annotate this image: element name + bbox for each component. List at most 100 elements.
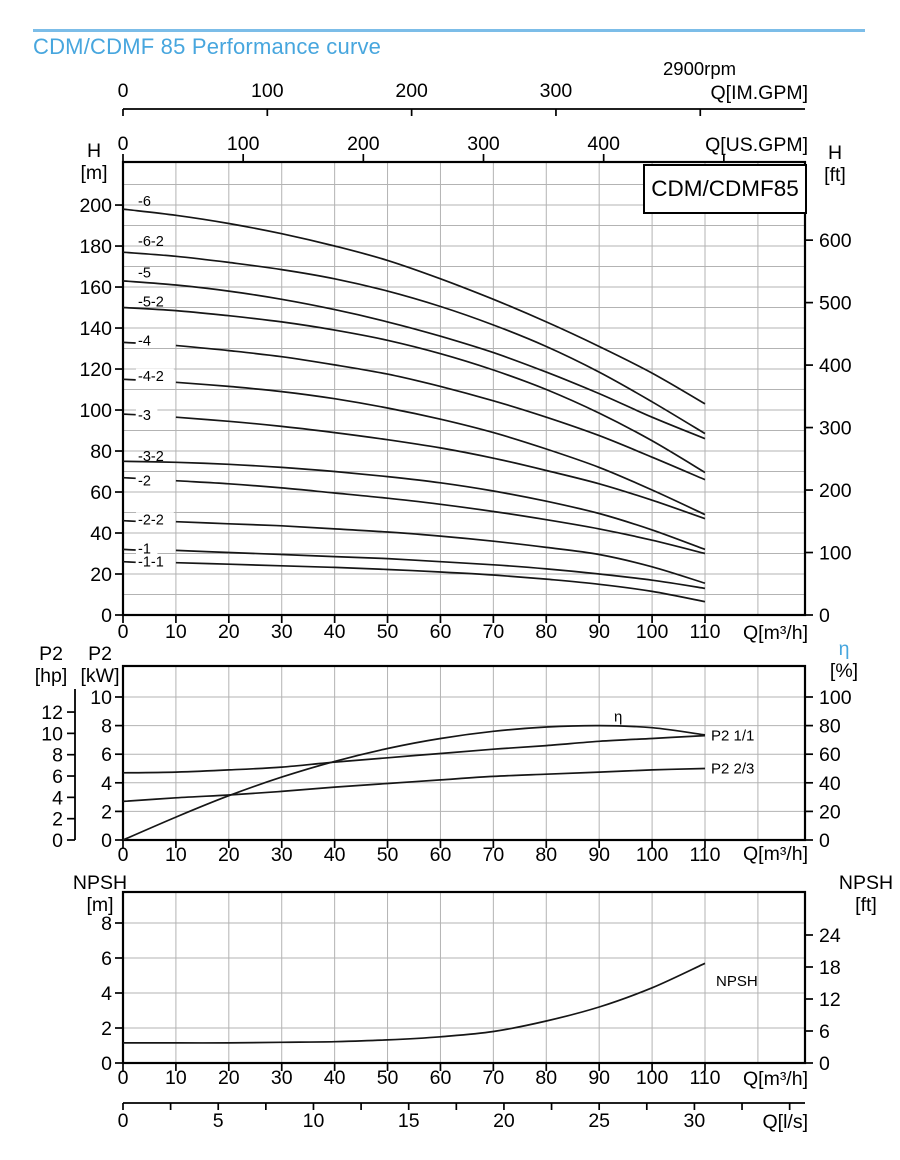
svg-text:200: 200 <box>79 195 112 217</box>
h-right-title: H <box>827 142 843 164</box>
curve-2-2 <box>175 520 706 585</box>
curve-npsh <box>122 962 706 1044</box>
main-flow-axis-caption: Q[m³/h] <box>742 622 808 644</box>
svg-text:60: 60 <box>430 1067 452 1089</box>
svg-text:4: 4 <box>101 983 112 1005</box>
svg-text:20: 20 <box>218 621 240 643</box>
main-chart-frame <box>121 160 807 617</box>
svg-text:200: 200 <box>395 80 428 102</box>
svg-text:5: 5 <box>213 1110 224 1132</box>
svg-text:60: 60 <box>90 482 112 504</box>
svg-text:-2-2: -2-2 <box>138 513 164 529</box>
p2-hp-title: P2 <box>39 643 63 665</box>
svg-text:10: 10 <box>165 844 187 866</box>
us-gpm-axis: 0 100 200 300 400 <box>118 133 725 162</box>
svg-text:-1: -1 <box>138 541 151 557</box>
svg-text:2: 2 <box>101 801 112 823</box>
curve-4 <box>175 344 706 481</box>
svg-text:20: 20 <box>218 1067 240 1089</box>
svg-text:100: 100 <box>636 844 669 866</box>
svg-text:100: 100 <box>636 621 669 643</box>
svg-text:12: 12 <box>819 989 841 1011</box>
curve-5 <box>122 280 706 440</box>
page-title: CDM/CDMF 85 Performance curve <box>33 34 382 59</box>
eta-title: η <box>838 638 850 660</box>
svg-text:4: 4 <box>101 773 112 795</box>
svg-text:40: 40 <box>324 621 346 643</box>
svg-text:30: 30 <box>271 844 293 866</box>
svg-text:10: 10 <box>41 723 63 745</box>
svg-text:2: 2 <box>101 1018 112 1040</box>
svg-text:P2 1/1: P2 1/1 <box>711 728 754 745</box>
svg-text:8: 8 <box>101 716 112 738</box>
svg-text:6: 6 <box>52 766 63 788</box>
svg-text:0: 0 <box>52 830 63 852</box>
npsh-left-unit: [m] <box>86 894 114 916</box>
q-ls-axis: 0 5 10 15 20 25 30 <box>118 1102 805 1132</box>
ls-axis-caption: Q[l/s] <box>762 1111 808 1133</box>
us-gpm-axis-caption: Q[US.GPM] <box>705 134 808 156</box>
svg-text:50: 50 <box>377 1067 399 1089</box>
svg-text:90: 90 <box>588 844 610 866</box>
svg-text:110: 110 <box>689 1067 720 1089</box>
svg-text:-3: -3 <box>138 408 151 424</box>
svg-text:0: 0 <box>118 1067 129 1089</box>
eta-pct-axis-ticks: 0 20 40 60 80 100 <box>805 687 852 852</box>
svg-text:12: 12 <box>41 702 63 724</box>
svg-text:400: 400 <box>819 355 852 377</box>
im-gpm-axis: 0 100 200 300 <box>118 80 805 116</box>
svg-text:50: 50 <box>377 621 399 643</box>
svg-text:2: 2 <box>52 809 63 831</box>
svg-text:80: 80 <box>535 844 557 866</box>
main-flow-axis-ticks: 0 10 20 30 40 50 60 70 80 90 100 110 <box>118 615 721 643</box>
svg-text:160: 160 <box>79 277 112 299</box>
svg-text:0: 0 <box>118 133 129 155</box>
svg-text:25: 25 <box>588 1110 610 1132</box>
svg-text:0: 0 <box>101 830 112 852</box>
svg-text:24: 24 <box>819 925 841 947</box>
svg-text:60: 60 <box>430 621 452 643</box>
npsh-curve <box>122 962 706 1044</box>
p2-kw-axis-header: P2 [kW] <box>78 643 122 687</box>
svg-text:40: 40 <box>324 1067 346 1089</box>
npsh-curve-label: NPSH <box>716 973 758 990</box>
svg-text:70: 70 <box>483 844 505 866</box>
svg-text:80: 80 <box>535 621 557 643</box>
svg-text:600: 600 <box>819 230 852 252</box>
main-h-m-axis-ticks: 0 20 40 60 80 100 120 140 160 180 200 <box>79 195 123 627</box>
h-left-title: H <box>86 140 102 162</box>
svg-text:0: 0 <box>819 1053 830 1075</box>
curve-5-2 <box>122 306 706 474</box>
h-m-axis-header: H [m] <box>72 140 116 184</box>
svg-text:10: 10 <box>90 687 112 709</box>
curve-P2 2/3 <box>122 767 706 803</box>
svg-text:70: 70 <box>483 621 505 643</box>
svg-text:100: 100 <box>819 687 852 709</box>
svg-text:300: 300 <box>819 418 852 440</box>
npsh-chart-gridlines <box>123 892 805 1063</box>
svg-text:0: 0 <box>118 844 129 866</box>
npsh-m-axis-ticks: 0 2 4 6 8 <box>101 913 123 1075</box>
rpm-label: 2900rpm <box>663 58 737 79</box>
svg-text:NPSH: NPSH <box>716 973 758 990</box>
svg-text:-4: -4 <box>138 333 151 349</box>
svg-text:140: 140 <box>79 318 112 340</box>
curve-1 <box>175 549 706 590</box>
svg-text:0: 0 <box>101 1053 112 1075</box>
curve-1-1 <box>175 561 706 603</box>
p2-kw-axis-ticks: 0 2 4 6 8 10 <box>90 687 123 852</box>
svg-text:60: 60 <box>430 844 452 866</box>
p2-kw-title: P2 <box>88 643 112 665</box>
svg-text:20: 20 <box>819 801 841 823</box>
svg-text:-1-1: -1-1 <box>138 555 164 571</box>
svg-text:20: 20 <box>90 564 112 586</box>
curve-P2 1/1 <box>122 734 706 774</box>
svg-text:120: 120 <box>79 359 112 381</box>
svg-text:300: 300 <box>467 133 500 155</box>
svg-text:-6: -6 <box>138 194 151 210</box>
model-label-box: CDM/CDMF85 <box>643 164 807 214</box>
svg-text:0: 0 <box>118 80 129 102</box>
head-curve-labels: -6-6-2-5-5-2-4-4-2-3-3-2-2-2-2-1-1-1 <box>136 194 174 571</box>
